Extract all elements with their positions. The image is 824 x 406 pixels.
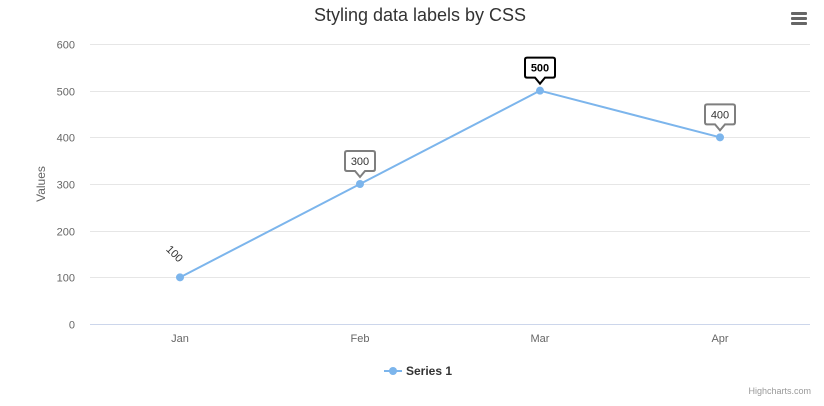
data-label-box — [344, 150, 376, 179]
chart-title: Styling data labels by CSS — [314, 5, 526, 25]
credits-link[interactable]: Highcharts.com — [748, 386, 811, 396]
data-label: 400 — [704, 103, 736, 132]
data-label-text: 500 — [531, 63, 549, 75]
data-label-text: 400 — [711, 109, 729, 121]
data-label: 500 — [524, 56, 556, 86]
legend-marker-symbol — [389, 367, 397, 375]
data-label-box — [704, 103, 736, 132]
x-tick-label: Mar — [531, 333, 550, 345]
legend-item-series-1[interactable]: Series 1 — [384, 364, 452, 378]
x-tick-label: Jan — [171, 333, 189, 345]
x-axis-tick-labels: Jan Feb Mar Apr — [171, 333, 729, 345]
y-tick-label: 300 — [57, 180, 75, 192]
y-tick-label: 100 — [57, 273, 75, 285]
hamburger-menu-icon[interactable] — [790, 12, 808, 26]
x-tick-label: Apr — [711, 333, 728, 345]
data-label: 300 — [344, 150, 376, 179]
legend: Series 1 — [384, 364, 452, 378]
y-tick-label: 600 — [57, 40, 75, 52]
y-axis-title: Values — [34, 166, 48, 202]
data-point-marker[interactable] — [716, 133, 724, 142]
data-point-marker[interactable] — [536, 86, 544, 95]
series-line — [179, 89, 721, 279]
data-label-box — [524, 56, 556, 86]
y-tick-label: 500 — [57, 87, 75, 99]
data-label-text: 300 — [351, 156, 369, 168]
x-tick-label: Feb — [351, 333, 370, 345]
y-axis-tick-labels: 0 100 200 300 400 500 600 — [57, 40, 75, 332]
data-point-marker[interactable] — [176, 273, 184, 282]
data-point-marker[interactable] — [356, 180, 364, 188]
series-group — [176, 86, 724, 282]
y-tick-label: 400 — [57, 133, 75, 145]
y-tick-label: 0 — [69, 320, 75, 332]
legend-label-series-1: Series 1 — [406, 364, 452, 378]
y-tick-label: 200 — [57, 227, 75, 239]
